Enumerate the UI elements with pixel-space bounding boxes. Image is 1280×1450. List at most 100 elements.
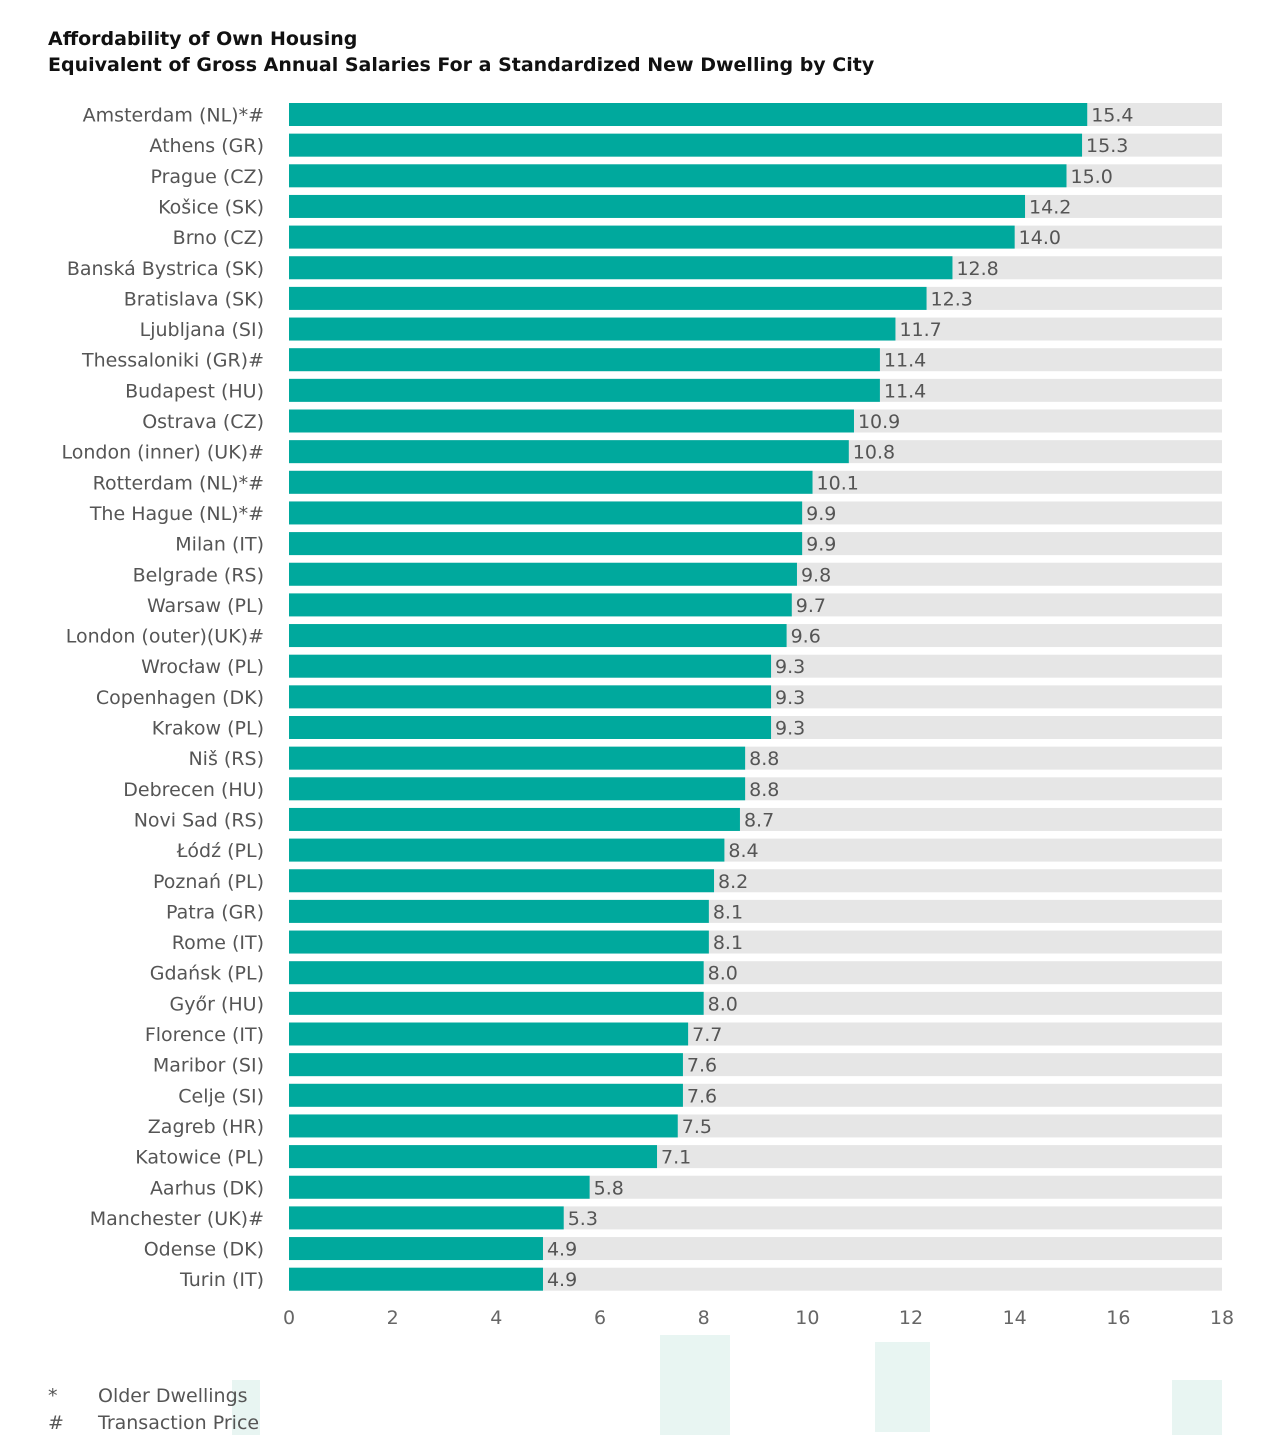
chart-title-line1: Affordability of Own Housing <box>48 28 358 50</box>
data-label: 15.3 <box>1086 135 1128 157</box>
bar <box>289 1237 543 1261</box>
data-label: 11.7 <box>899 319 941 341</box>
bar <box>289 1206 564 1230</box>
x-tick-label: 18 <box>1210 1307 1234 1329</box>
bar <box>289 378 880 402</box>
category-label: Wrocław (PL) <box>141 656 264 678</box>
bar <box>289 133 1083 157</box>
bar <box>289 1053 683 1077</box>
x-tick-label: 6 <box>594 1307 606 1329</box>
legend-symbol: # <box>48 1411 64 1434</box>
data-label: 11.4 <box>884 380 926 402</box>
x-tick-label: 14 <box>1003 1307 1027 1329</box>
legend-symbol: * <box>48 1384 58 1407</box>
category-label: Athens (GR) <box>149 135 264 157</box>
data-label: 8.8 <box>749 779 779 801</box>
data-label: 7.1 <box>661 1147 691 1169</box>
data-label: 8.8 <box>749 748 779 770</box>
category-label: Celje (SI) <box>178 1085 264 1107</box>
x-tick-label: 8 <box>698 1307 710 1329</box>
data-label: 9.7 <box>796 595 826 617</box>
category-label: Rotterdam (NL)*# <box>93 472 264 494</box>
category-label: London (outer)(UK)# <box>66 626 264 648</box>
data-label: 7.7 <box>692 1024 722 1046</box>
bar <box>289 624 787 648</box>
category-label: Gdańsk (PL) <box>150 963 264 985</box>
bar <box>289 225 1015 249</box>
data-label: 12.8 <box>956 258 998 280</box>
data-label: 9.3 <box>775 718 805 740</box>
category-label: Banská Bystrica (SK) <box>67 258 264 280</box>
category-label: Copenhagen (DK) <box>96 687 264 709</box>
data-label: 15.0 <box>1071 166 1113 188</box>
bar <box>289 317 896 341</box>
category-label: Rome (IT) <box>172 932 264 954</box>
data-label: 8.2 <box>718 871 748 893</box>
category-label: Prague (CZ) <box>150 166 264 188</box>
bar-chart: Amsterdam (NL)*# 15.4 Athens (GR) 15.3 Pragu… <box>61 103 1234 1329</box>
bar <box>289 716 772 739</box>
x-tick-label: 2 <box>387 1307 399 1329</box>
bar <box>289 256 953 280</box>
data-label: 5.3 <box>568 1208 598 1230</box>
x-tick-label: 4 <box>490 1307 502 1329</box>
category-label: Košice (SK) <box>158 196 264 218</box>
data-label: 10.9 <box>858 411 900 433</box>
bar <box>289 409 854 433</box>
category-label: Katowice (PL) <box>135 1147 264 1169</box>
category-label: Niš (RS) <box>188 748 264 770</box>
category-label: The Hague (NL)*# <box>89 503 264 525</box>
bar <box>289 532 803 556</box>
x-tick-label: 10 <box>795 1307 819 1329</box>
data-label: 12.3 <box>931 288 973 310</box>
legend-item-transaction-price: # Transaction Price <box>48 1409 259 1436</box>
bar <box>289 899 709 923</box>
data-label: 5.8 <box>594 1177 624 1199</box>
bar <box>289 838 725 862</box>
data-label: 4.9 <box>547 1239 577 1261</box>
bar <box>289 348 880 372</box>
bar <box>289 164 1067 188</box>
category-label: Milan (IT) <box>175 534 264 556</box>
category-label: Manchester (UK)# <box>90 1208 264 1230</box>
category-label: Florence (IT) <box>145 1024 264 1046</box>
bar <box>289 194 1026 218</box>
category-label: Debrecen (HU) <box>123 779 264 801</box>
category-label: Poznań (PL) <box>153 871 264 893</box>
category-label: Łódź (PL) <box>176 840 264 862</box>
bar <box>289 1022 689 1046</box>
category-label: Krakow (PL) <box>152 718 264 740</box>
x-tick-label: 16 <box>1106 1307 1130 1329</box>
data-label: 9.9 <box>806 503 836 525</box>
bar <box>289 869 715 893</box>
category-label: Amsterdam (NL)*# <box>83 105 264 127</box>
category-label: London (inner) (UK)# <box>61 442 264 464</box>
legend-label: Transaction Price <box>98 1411 260 1434</box>
bar <box>289 1145 658 1169</box>
data-label: 8.0 <box>708 963 738 985</box>
data-label: 8.1 <box>713 901 743 923</box>
bar <box>289 562 797 586</box>
data-label: 15.4 <box>1091 105 1133 127</box>
bar <box>289 470 813 494</box>
data-label: 10.8 <box>853 442 895 464</box>
bar <box>289 1083 683 1107</box>
data-label: 9.8 <box>801 564 831 586</box>
data-label: 7.6 <box>687 1055 717 1077</box>
category-label: Patra (GR) <box>166 901 264 923</box>
chart-title: Affordability of Own Housing Equivalent … <box>48 26 874 78</box>
category-label: Novi Sad (RS) <box>134 809 264 831</box>
data-label: 4.9 <box>547 1269 577 1291</box>
data-label: 8.7 <box>744 809 774 831</box>
bar <box>289 286 927 310</box>
category-label: Turin (IT) <box>179 1269 264 1291</box>
data-label: 7.6 <box>687 1085 717 1107</box>
bar <box>289 961 704 985</box>
chart-title-line2: Equivalent of Gross Annual Salaries For … <box>48 54 875 76</box>
category-label: Zagreb (HR) <box>148 1116 264 1138</box>
category-label: Ljubljana (SI) <box>140 319 264 341</box>
bar <box>289 1267 543 1291</box>
bar <box>289 1175 590 1199</box>
x-tick-label: 0 <box>283 1307 295 1329</box>
data-label: 11.4 <box>884 350 926 372</box>
